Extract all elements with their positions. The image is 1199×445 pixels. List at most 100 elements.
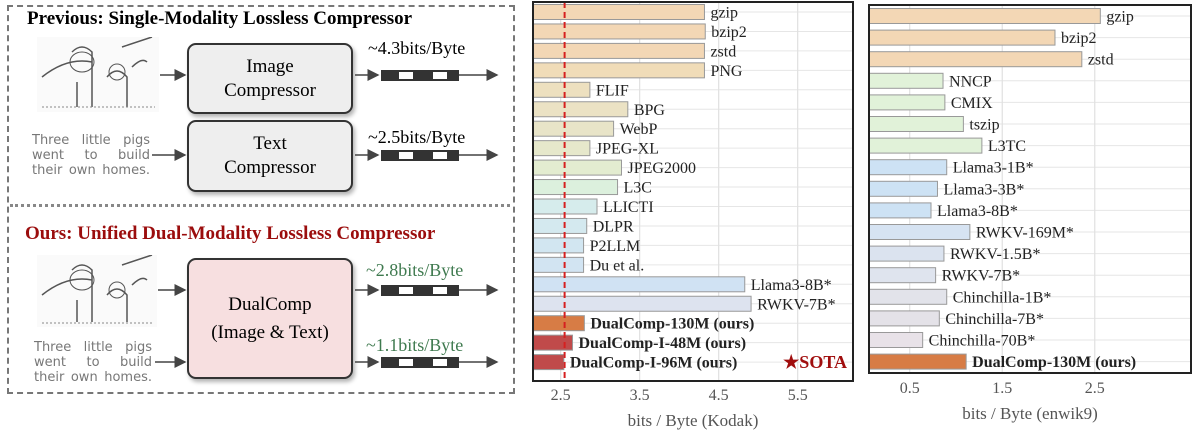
bar bbox=[868, 51, 1083, 68]
bitstream-icon bbox=[381, 70, 459, 81]
bar bbox=[868, 332, 924, 348]
bar bbox=[532, 334, 574, 351]
bar-label: gzip bbox=[1106, 9, 1134, 26]
bar bbox=[868, 29, 1056, 46]
bar-label: Llama3-3B* bbox=[943, 181, 1024, 198]
box-label: Compressor bbox=[224, 157, 316, 178]
bar bbox=[868, 267, 937, 284]
x-axis-label: bits / Byte (Kodak) bbox=[628, 411, 759, 430]
bitstream-bit bbox=[399, 287, 413, 294]
box-label: Image bbox=[246, 55, 294, 77]
bar bbox=[868, 310, 940, 327]
bar bbox=[532, 42, 705, 59]
bitstream-bit bbox=[433, 72, 447, 79]
bar-label: DualComp-130M (ours) bbox=[590, 316, 754, 333]
bar bbox=[868, 72, 944, 89]
bar-label: JPEG2000 bbox=[627, 160, 695, 177]
diagram-arrows bbox=[152, 69, 499, 368]
bar-label: L3C bbox=[624, 180, 652, 197]
box-label: Compressor bbox=[224, 79, 316, 101]
box-label: DualComp bbox=[228, 293, 312, 315]
prev-text-rate: ~2.5bits/Byte bbox=[368, 127, 466, 147]
bar-label: CMIX bbox=[951, 95, 993, 112]
bitstream-bit bbox=[433, 152, 447, 159]
ours-text-rate: ~1.1bits/Byte bbox=[366, 335, 464, 355]
bar-label: Llama3-8B* bbox=[751, 277, 832, 294]
cartoon-image-icon bbox=[37, 255, 157, 327]
tick-label: 2.5 bbox=[551, 387, 571, 404]
tick-label: 3.5 bbox=[630, 387, 650, 404]
bar-label: DualComp-130M (ours) bbox=[972, 354, 1136, 371]
sample-text: Three little pigs went to build their ow… bbox=[32, 133, 150, 178]
prev-image-rate: ~4.3bits/Byte bbox=[368, 38, 466, 58]
bar bbox=[868, 180, 938, 197]
bar-label: RWKV-169M* bbox=[976, 225, 1074, 242]
bitstream-icon bbox=[381, 150, 459, 161]
bitstream-bit bbox=[433, 287, 447, 294]
ours-image-rate: ~2.8bits/Byte bbox=[366, 260, 464, 280]
bar-label: P2LLM bbox=[590, 238, 641, 255]
bar-label: JPEG-XL bbox=[596, 141, 659, 158]
bar-label: RWKV-7B* bbox=[757, 296, 836, 313]
bar bbox=[532, 237, 585, 254]
bar bbox=[868, 94, 946, 111]
bar bbox=[532, 4, 705, 20]
bar-label: Llama3-1B* bbox=[953, 160, 1034, 177]
text-compressor-box: Text Compressor bbox=[187, 120, 353, 192]
bar-label: DualComp-I-96M (ours) bbox=[570, 355, 738, 372]
section-divider bbox=[10, 204, 510, 207]
bitstream-icon bbox=[381, 357, 459, 368]
bitstream-bit bbox=[399, 359, 413, 366]
bar-label: Llama3-8B* bbox=[937, 203, 1018, 220]
image-compressor-box: Image Compressor bbox=[187, 43, 353, 114]
bar-label: Chinchilla-1B* bbox=[953, 289, 1052, 306]
comparison-diagram-panel bbox=[7, 5, 515, 394]
bar bbox=[868, 116, 964, 132]
bar bbox=[532, 159, 622, 176]
bitstream-bit bbox=[399, 72, 413, 79]
sample-text: Three little pigs went to build their ow… bbox=[34, 340, 152, 385]
bitstream-icon bbox=[381, 285, 459, 296]
sota-annotation: ★SOTA bbox=[783, 352, 847, 372]
bar bbox=[532, 179, 619, 196]
box-label: Text bbox=[253, 133, 287, 154]
bar-label: bzip2 bbox=[711, 24, 747, 41]
ours-title: Ours: Unified Dual-Modality Lossless Com… bbox=[25, 223, 436, 244]
bar-label: tszip bbox=[969, 117, 999, 134]
plot-frame bbox=[868, 4, 1192, 374]
cartoon-image-icon bbox=[37, 37, 159, 112]
bar-label: Chinchilla-70B* bbox=[929, 333, 1036, 350]
bar-label: FLIF bbox=[596, 82, 629, 99]
bar bbox=[532, 295, 752, 312]
bar-label: NNCP bbox=[949, 73, 992, 90]
bar-label: Du et al. bbox=[590, 257, 645, 274]
bar bbox=[532, 217, 588, 234]
bar bbox=[532, 120, 615, 137]
plot-frame bbox=[532, 1, 854, 382]
bar-label: gzip bbox=[710, 5, 738, 22]
bar-label: RWKV-1.5B* bbox=[950, 246, 1041, 263]
tick-label: 1.5 bbox=[992, 380, 1012, 397]
bar bbox=[532, 140, 591, 157]
bar-label: DLPR bbox=[593, 218, 634, 235]
bar bbox=[868, 224, 971, 240]
bar-label: BPG bbox=[634, 102, 666, 119]
bar bbox=[532, 62, 705, 79]
bar bbox=[532, 256, 585, 273]
dualcomp-box: DualComp (Image & Text) bbox=[187, 258, 353, 379]
bitstream-bit bbox=[433, 359, 447, 366]
bar-label: LLICTI bbox=[603, 199, 654, 216]
bar bbox=[868, 137, 983, 154]
bar bbox=[868, 202, 932, 219]
tick-label: 0.5 bbox=[900, 380, 920, 397]
bar-label: WebP bbox=[620, 121, 658, 138]
bar bbox=[868, 245, 945, 262]
bar bbox=[868, 288, 948, 305]
bar-label: DualComp-I-48M (ours) bbox=[579, 335, 747, 352]
tick-label: 5.5 bbox=[788, 387, 808, 404]
bar bbox=[532, 315, 585, 332]
box-label: (Image & Text) bbox=[211, 321, 329, 343]
bar-label: PNG bbox=[710, 63, 742, 80]
